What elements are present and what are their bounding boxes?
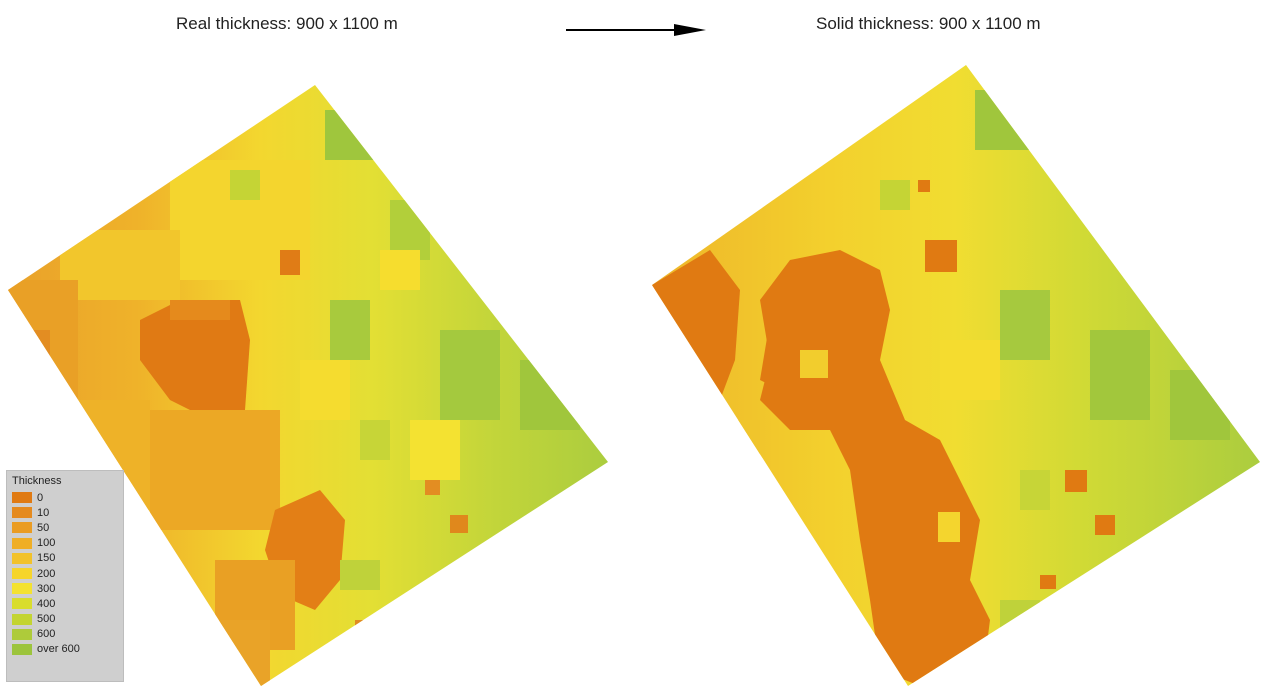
- legend-item: 10: [12, 505, 118, 520]
- legend-swatch: [12, 537, 32, 549]
- legend-swatch: [12, 583, 32, 595]
- legend-item: 50: [12, 520, 118, 535]
- legend-swatch: [12, 568, 32, 580]
- legend-item: 0: [12, 490, 118, 505]
- legend-swatch: [12, 507, 32, 519]
- legend-item: 500: [12, 612, 118, 627]
- legend-label: 150: [37, 552, 56, 565]
- legend-swatch: [12, 552, 32, 564]
- legend-label: 400: [37, 597, 56, 610]
- legend-label: over 600: [37, 643, 80, 656]
- legend-swatch: [12, 613, 32, 625]
- legend-swatch: [12, 643, 32, 655]
- legend-item: 100: [12, 536, 118, 551]
- legend-label: 500: [37, 613, 56, 626]
- legend-label: 100: [37, 537, 56, 550]
- legend-swatch: [12, 522, 32, 534]
- map-title-real: Real thickness: 900 x 1100 m: [176, 14, 398, 33]
- legend-label: 300: [37, 582, 56, 595]
- legend-swatch: [12, 598, 32, 610]
- legend-item: over 600: [12, 642, 118, 657]
- legend-item: 400: [12, 596, 118, 611]
- legend-label: 600: [37, 628, 56, 641]
- legend-swatch: [12, 492, 32, 504]
- legend-label: 50: [37, 521, 50, 534]
- legend-label: 0: [37, 491, 44, 504]
- legend-item: 200: [12, 566, 118, 581]
- thickness-legend: Thickness 0 10 50 100 150 200 300 400 500 600 over…: [6, 470, 124, 682]
- legend-title: Thickness: [12, 475, 62, 487]
- legend-item: 150: [12, 551, 118, 566]
- legend-item: 300: [12, 581, 118, 596]
- map-title-solid: Solid thickness: 900 x 1100 m: [816, 14, 1041, 33]
- legend-label: 10: [37, 506, 50, 519]
- legend-label: 200: [37, 567, 56, 580]
- legend-swatch: [12, 628, 32, 640]
- legend-item: 600: [12, 627, 118, 642]
- arrow-icon: [566, 24, 706, 36]
